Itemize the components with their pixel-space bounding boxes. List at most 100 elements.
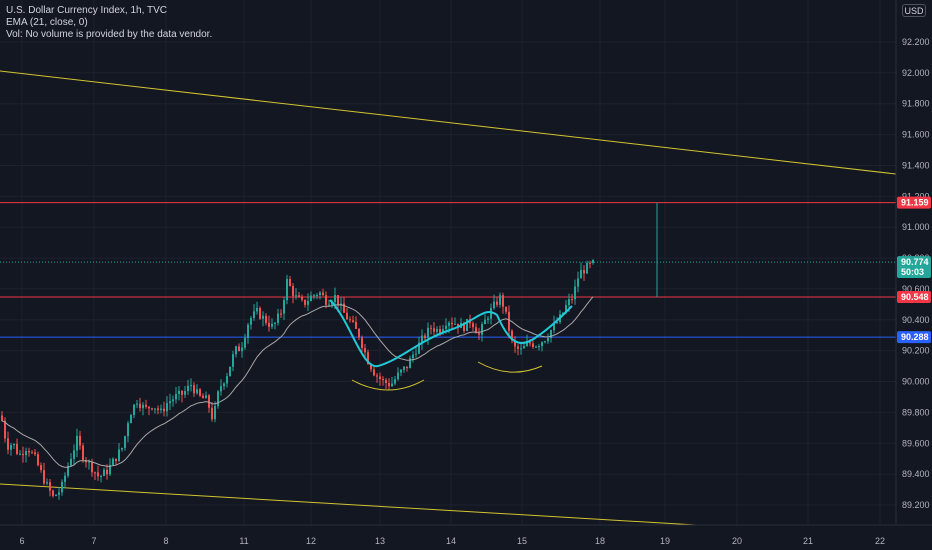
price-label: 91.159 [897, 196, 931, 209]
ema-legend[interactable]: EMA (21, close, 0) [6, 17, 88, 28]
candle-body [109, 464, 111, 475]
candle [487, 316, 489, 324]
candle-body [466, 319, 468, 332]
candle [394, 376, 396, 386]
candle-body [184, 391, 186, 395]
candle-body [307, 300, 309, 305]
candle-body [475, 327, 477, 334]
time-axis-ticks[interactable]: 6 7 8 11 12 13 14 15 18 19 20 21 22 [19, 536, 885, 546]
horizontal-levels[interactable] [0, 202, 896, 338]
candle [232, 350, 234, 371]
candle [10, 442, 12, 456]
candle [223, 382, 225, 390]
symbol-title[interactable]: U.S. Dollar Currency Index, 1h, TVC [6, 5, 167, 16]
candle [526, 334, 528, 347]
candle [199, 388, 201, 398]
candle-body [205, 395, 207, 399]
candle-body [586, 262, 588, 274]
candle-body [490, 308, 492, 319]
candle [499, 292, 501, 308]
candle-body [400, 369, 402, 373]
candle-body [406, 366, 408, 369]
price-label: 90.548 [897, 290, 931, 303]
candle [217, 389, 219, 409]
candle-body [241, 347, 243, 352]
candle [25, 447, 27, 463]
candle [70, 453, 72, 467]
candle-body [103, 469, 105, 476]
candle-body [34, 452, 36, 455]
candle-body [436, 328, 438, 332]
candle [76, 428, 78, 458]
candle [103, 467, 105, 477]
indicator-overlays [1, 296, 594, 468]
candle-body [454, 323, 456, 325]
candle [244, 333, 246, 350]
candle-body [211, 407, 213, 420]
candle-body [481, 324, 483, 335]
candle-body [298, 295, 300, 298]
candle-body [463, 322, 465, 332]
candle-body [235, 346, 237, 355]
candle-body [136, 403, 138, 405]
candle-body [430, 327, 432, 329]
candle-body [73, 450, 75, 459]
candle [511, 329, 513, 344]
candle [211, 402, 213, 422]
candle [46, 478, 48, 486]
candle [214, 401, 216, 423]
candle [280, 309, 282, 318]
candle [385, 378, 387, 390]
candle-body [202, 395, 204, 399]
candle-body [76, 435, 78, 451]
currency-button[interactable]: USD [902, 4, 926, 17]
candle-body [283, 300, 285, 314]
price-tick: 91.000 [902, 222, 930, 232]
candle-body [373, 369, 375, 376]
candle-body [199, 389, 201, 396]
candle-body [280, 313, 282, 315]
candle-body [553, 323, 555, 331]
candle-body [439, 328, 441, 334]
candle [478, 327, 480, 340]
candle-body [304, 299, 306, 305]
candle [349, 316, 351, 323]
candle [472, 321, 474, 331]
candle-body [100, 475, 102, 477]
candle-body [511, 330, 513, 341]
candle-body [451, 322, 453, 325]
support-arc [477, 361, 543, 373]
candle [388, 378, 390, 390]
candle [313, 294, 315, 300]
candle [118, 442, 120, 463]
candle-body [448, 322, 450, 326]
candle [397, 367, 399, 381]
support-arc [351, 379, 425, 391]
price-tick: 91.400 [902, 160, 930, 170]
candle-body [217, 391, 219, 407]
candle [583, 265, 585, 281]
candle [553, 315, 555, 334]
candle [58, 487, 60, 500]
candle-body [181, 390, 183, 395]
candle [286, 274, 288, 305]
candle-body [25, 451, 27, 456]
candle-body [487, 318, 489, 320]
trend-lines[interactable] [0, 70, 897, 532]
candle-body [178, 390, 180, 394]
candle-body [310, 295, 312, 301]
candle [247, 322, 249, 344]
candle-body [247, 324, 249, 339]
time-tick: 18 [595, 536, 605, 546]
candle [238, 343, 240, 352]
candle-body [319, 292, 321, 295]
candle-body [112, 458, 114, 465]
candle [169, 393, 171, 410]
candle-body [46, 482, 48, 484]
candle [235, 345, 237, 358]
candle-body [346, 312, 348, 320]
time-tick: 11 [239, 536, 248, 546]
candle-body [253, 311, 255, 318]
